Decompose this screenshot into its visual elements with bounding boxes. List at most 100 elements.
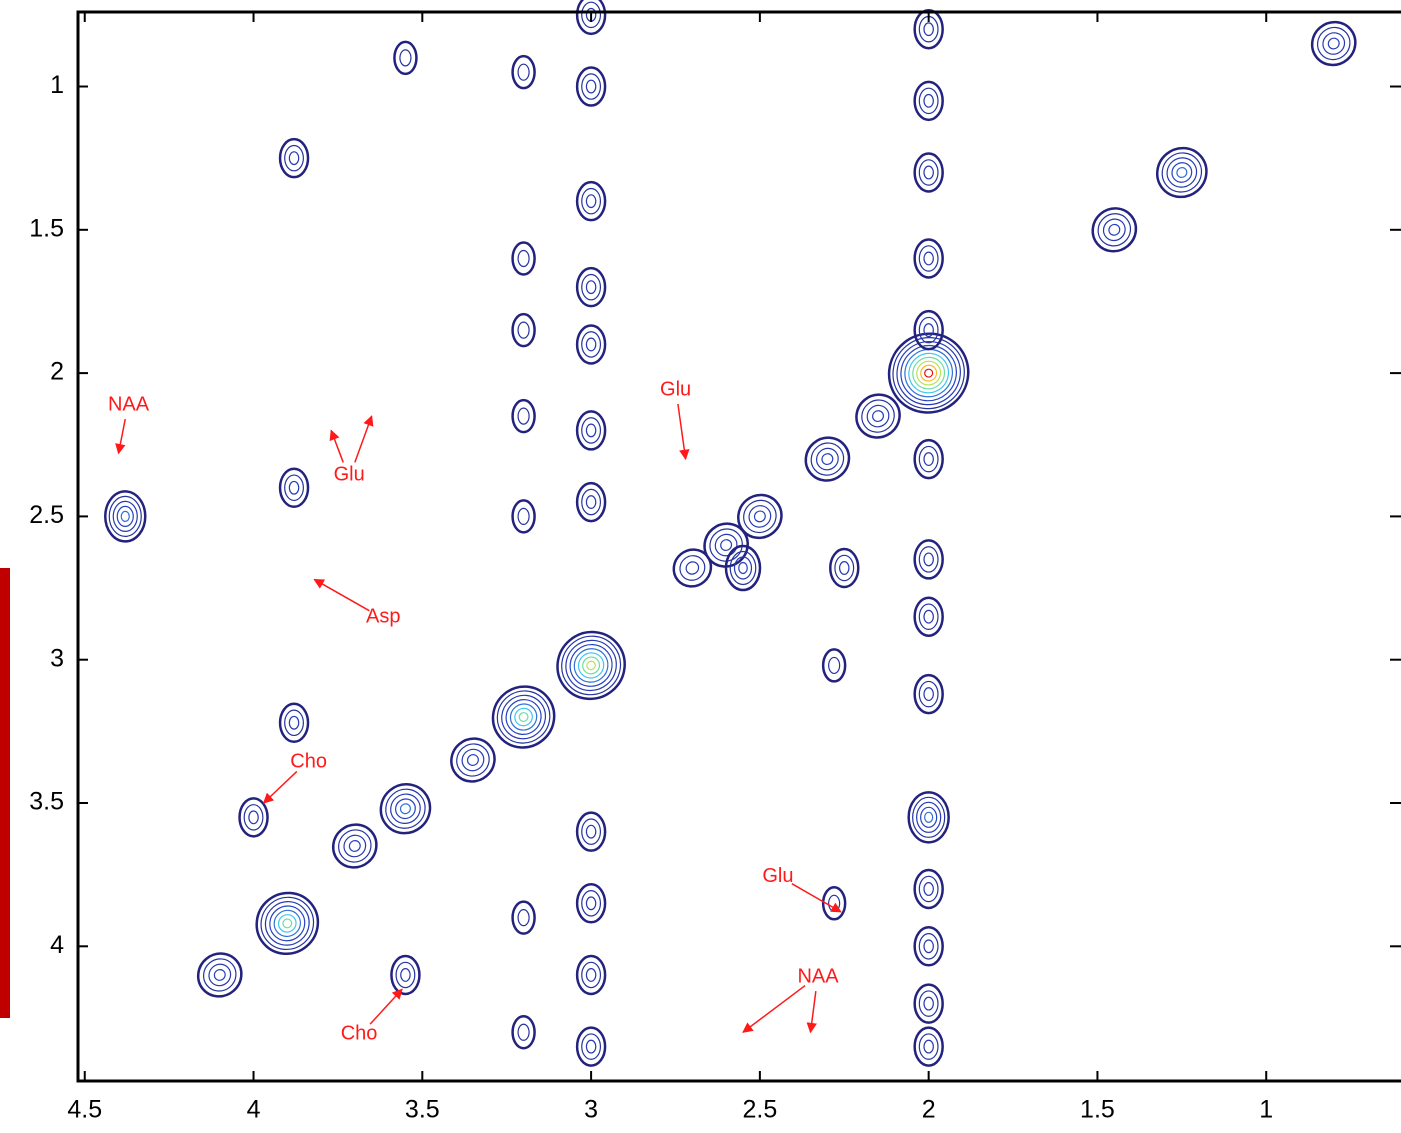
x-tick-label: 2 [922, 1096, 936, 1124]
contour-ring [918, 362, 940, 384]
contour-ring [924, 95, 933, 108]
peak [280, 139, 308, 177]
peak [280, 704, 308, 742]
contour-ring [513, 1016, 535, 1048]
peak [915, 153, 943, 191]
contour-ring [550, 624, 633, 706]
annotation-arrow [678, 404, 686, 459]
contour-ring [919, 246, 938, 271]
contour-ring [913, 797, 945, 837]
annotation-arrow [264, 771, 297, 803]
peak [577, 956, 605, 994]
contour-ring [739, 562, 748, 573]
contour-ring [518, 250, 529, 266]
contour-ring [465, 752, 480, 767]
contour-ring [392, 795, 420, 823]
contour-ring [511, 705, 536, 730]
peak [443, 730, 504, 790]
contour-ring [921, 807, 937, 827]
contour-ring [275, 911, 300, 936]
contour-ring [109, 496, 141, 536]
contour-ring [848, 386, 909, 446]
contour-ring [189, 945, 250, 1005]
y-tick-label: 2.5 [29, 501, 64, 529]
contour-ring [924, 553, 933, 566]
contour-ring [820, 452, 835, 467]
contour-ring [517, 711, 529, 723]
contour-ring [925, 812, 933, 822]
contour-ring [513, 500, 535, 532]
contour-ring [289, 716, 298, 729]
contour-ring [909, 792, 949, 842]
contour-ring [1175, 166, 1189, 180]
contour-ring [481, 674, 567, 760]
contour-ring [745, 501, 775, 531]
contour-ring [121, 511, 129, 521]
contour-ring [840, 562, 849, 575]
peak [280, 469, 308, 507]
peak [513, 902, 535, 934]
contour-ring [1147, 138, 1216, 207]
peak [915, 239, 943, 277]
contour-ring [513, 56, 535, 88]
peak [577, 1028, 605, 1066]
peak [915, 598, 943, 636]
contour-ring [513, 314, 535, 346]
contour-ring [835, 555, 854, 580]
contour-ring [726, 546, 760, 590]
contour-ring [586, 338, 595, 351]
peak [915, 440, 943, 478]
annotation-arrow [370, 989, 402, 1024]
peak [1147, 138, 1216, 207]
peak [577, 483, 605, 521]
contour-ring [582, 489, 601, 514]
contour-ring [919, 317, 938, 342]
contour-ring [399, 802, 413, 816]
contour-ring [250, 887, 324, 961]
peak [577, 813, 605, 851]
annotation-label: Cho [341, 1023, 378, 1045]
contour-ring [586, 825, 595, 838]
contour-ring [244, 880, 330, 966]
chart: 4.543.532.521.5111.522.533.54NAAGluAspGl… [0, 0, 1401, 1133]
annotation-arrow [355, 416, 372, 462]
contour-ring [518, 64, 529, 80]
contour-ring [919, 160, 938, 185]
x-tick-label: 1.5 [1080, 1096, 1115, 1124]
contour-ring [924, 453, 933, 466]
contour-ring [582, 962, 601, 987]
contour-ring [285, 145, 304, 170]
peak [189, 945, 250, 1005]
peak [848, 386, 909, 446]
contour-ring [582, 891, 601, 916]
peak [577, 411, 605, 449]
contour-ring [518, 408, 529, 424]
annotation-label: Asp [366, 606, 400, 628]
contour-ring [924, 1040, 933, 1053]
contour-ring [582, 1034, 601, 1059]
x-tick-label: 4 [247, 1096, 261, 1124]
contour-ring [684, 559, 701, 576]
peak [577, 884, 605, 922]
contour-ring [586, 1040, 595, 1053]
contour-ring [879, 323, 979, 423]
contour-ring [281, 917, 293, 929]
contour-ring [586, 969, 595, 982]
contour-ring [458, 745, 488, 775]
contour-ring [586, 424, 595, 437]
annotation-arrow [314, 579, 369, 610]
contour-ring [924, 883, 933, 896]
y-tick-label: 3.5 [29, 788, 64, 816]
contour-ring [919, 547, 938, 572]
contour-ring [117, 506, 133, 526]
contour-ring [919, 681, 938, 706]
annotation-arrow [119, 419, 126, 453]
contour-ring [579, 654, 603, 678]
contour-ring [289, 481, 298, 494]
contour-ring [1303, 13, 1364, 73]
peak [1303, 13, 1364, 73]
contour-ring [518, 508, 529, 524]
annotation-label: NAA [797, 966, 839, 988]
y-tick-label: 4 [50, 931, 64, 959]
contour-ring [1319, 28, 1349, 58]
